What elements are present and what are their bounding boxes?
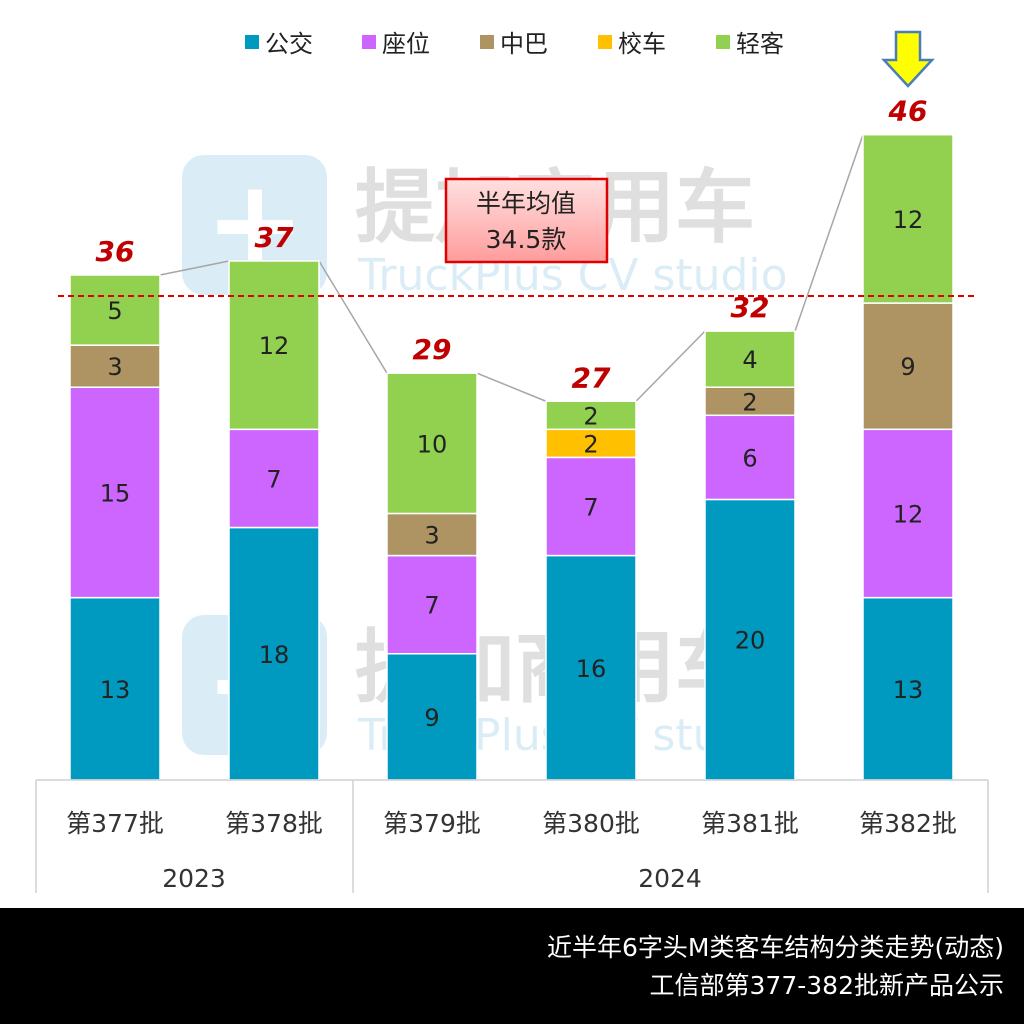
total-label: 36 [96,235,135,268]
legend-label: 中巴 [500,30,548,58]
total-label: 46 [888,95,928,128]
data-label: 12 [259,332,290,360]
bar-segment [545,554,637,781]
bar-segment [704,414,796,501]
data-label: 2 [583,430,598,458]
total-label: 37 [255,221,294,254]
data-label: 3 [424,522,439,550]
data-label: 20 [735,627,766,655]
legend-label: 轻客 [736,30,784,58]
legend-swatch [245,35,259,49]
bar-segment [228,260,320,431]
bar-segment [386,372,478,515]
legend-swatch [598,35,612,49]
data-label: 3 [107,353,122,381]
connector-line [794,134,864,332]
group-label: 2024 [638,864,702,893]
group-label: 2023 [162,864,226,893]
footer-bar [0,908,1024,1024]
data-label: 2 [583,402,598,430]
bar-segment [862,302,954,431]
data-label: 12 [893,206,924,234]
data-label: 16 [576,655,607,683]
data-label: 2 [742,388,757,416]
bar-segment [704,386,796,417]
legend-label: 校车 [618,30,666,58]
average-callout-title: 半年均值 [476,189,576,218]
legend: 公交 座位 中巴 校车 轻客 [245,30,784,58]
x-axis: 第377批 第378批 第379批 第380批 第381批 第382批 2023 2024 [35,779,989,893]
bar-segment [69,386,161,599]
data-label: 12 [893,500,924,528]
data-label: 9 [900,353,915,381]
total-label: 29 [413,333,452,366]
footer-title: 近半年6字头M类客车结构分类走势(动态) [547,933,1004,962]
highlight-arrow-icon [881,30,935,88]
data-label: 7 [424,592,439,620]
category-tick-label: 第380批 [542,809,640,838]
connector-line [159,260,230,276]
bars: 1315353618712379731029167222720624321312… [69,95,954,781]
footer-subtitle: 工信部第377-382批新产品公示 [650,971,1004,1000]
data-label: 7 [583,493,598,521]
category-tick-label: 第379批 [383,809,481,838]
connector-line [318,260,388,374]
total-label: 27 [572,361,611,394]
category-tick-label: 第381批 [701,809,799,838]
category-tick-label: 第382批 [859,809,957,838]
average-callout-box [444,177,609,264]
total-connector-lines [159,134,864,402]
category-tick-label: 第377批 [66,809,164,838]
data-label: 9 [424,704,439,732]
legend-label: 公交 [265,30,313,58]
legend-swatch [716,35,730,49]
bar-segment [545,428,637,459]
data-label: 10 [417,430,448,458]
data-label: 13 [893,676,924,704]
data-label: 6 [742,444,757,472]
bar-segment [862,428,954,599]
connector-line [635,330,706,402]
category-tick-label: 第378批 [225,809,323,838]
average-callout-value: 34.5款 [486,225,567,254]
bar-segment [69,274,161,346]
legend-label: 座位 [382,30,430,58]
data-label: 18 [259,641,290,669]
bar-segment [386,554,478,655]
average-line-group: 半年均值 34.5款 [58,177,975,298]
bar-segment [704,330,796,388]
bar-segment [862,133,954,304]
data-label: 7 [266,465,281,493]
data-label: 4 [742,346,757,374]
legend-swatch [480,35,494,49]
data-label: 13 [100,676,131,704]
data-label: 15 [100,479,131,507]
connector-line [476,372,547,402]
bar-segment [545,400,637,431]
bar-segment [228,428,320,529]
legend-swatch [362,35,376,49]
data-label: 5 [107,297,122,325]
